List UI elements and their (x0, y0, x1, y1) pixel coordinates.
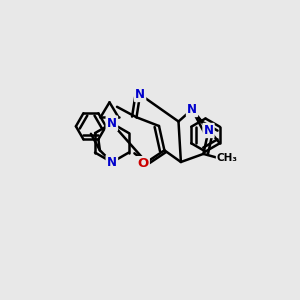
Text: O: O (137, 157, 148, 170)
Text: N: N (107, 156, 117, 169)
Text: N: N (187, 103, 197, 116)
Text: CH₃: CH₃ (217, 153, 238, 164)
Text: N: N (107, 117, 117, 130)
Text: N: N (107, 156, 117, 169)
Text: N: N (203, 124, 214, 137)
Text: O: O (137, 157, 148, 170)
Text: N: N (107, 117, 117, 130)
Text: N: N (135, 88, 145, 101)
